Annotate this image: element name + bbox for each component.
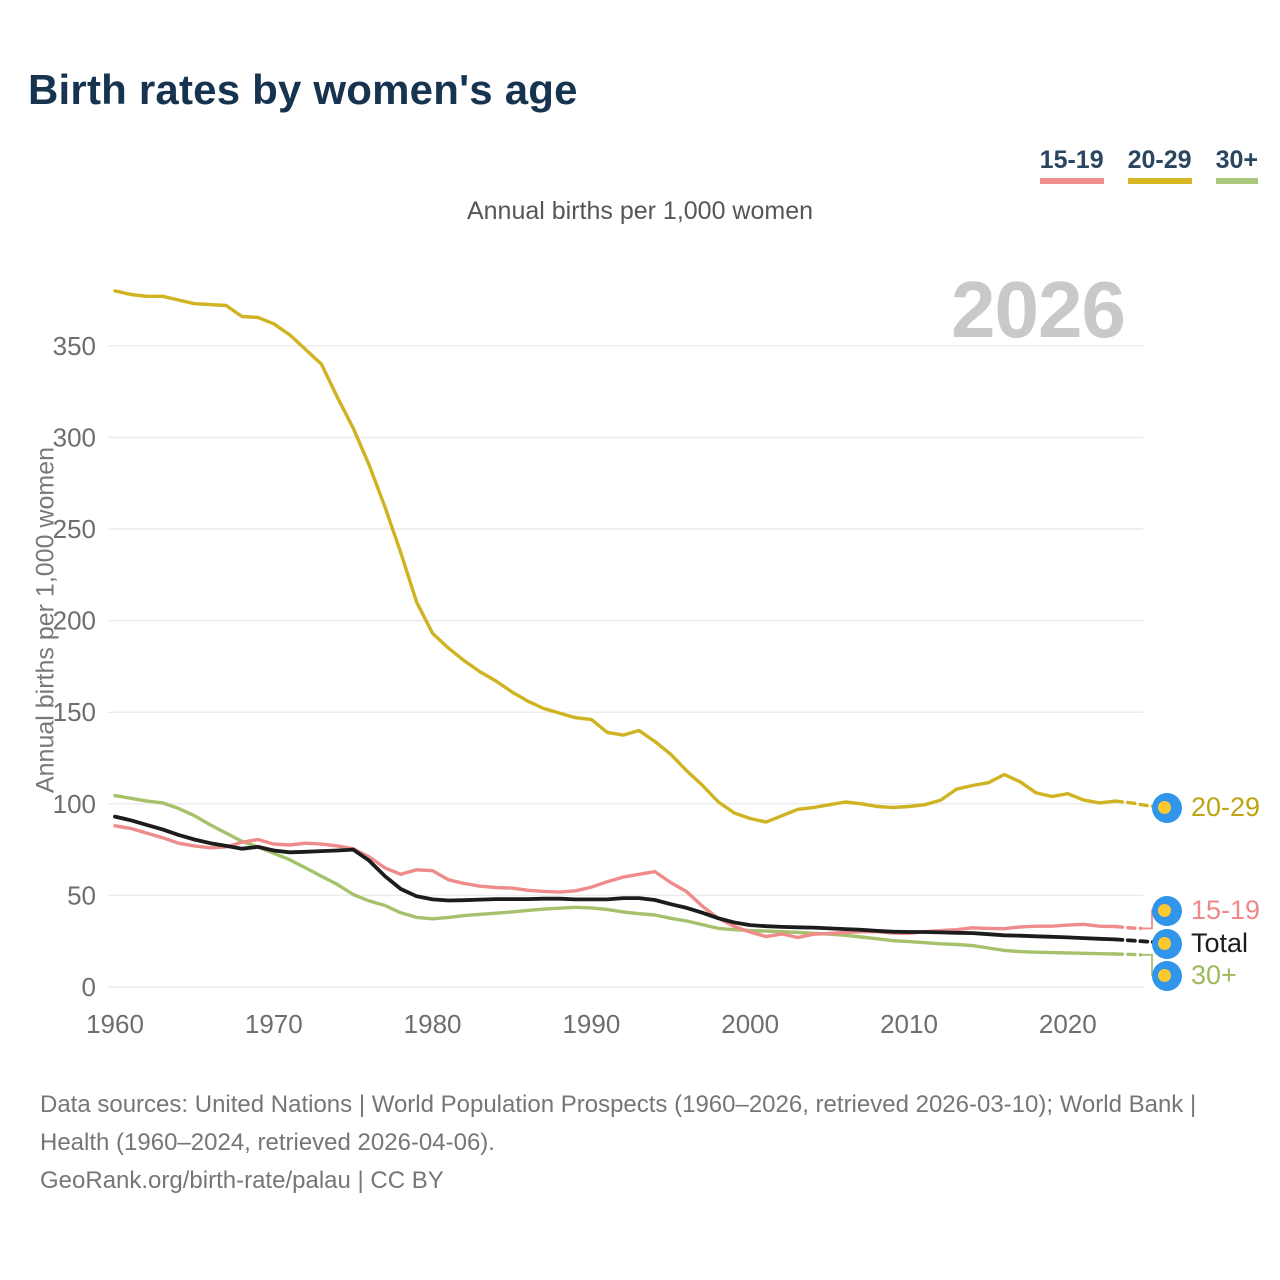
data-sources-text: Data sources: United Nations | World Pop… — [40, 1091, 1197, 1156]
attribution-link[interactable]: GeoRank.org/birth-rate/palau | CC BY — [40, 1167, 444, 1194]
series-lines — [113, 289, 1165, 976]
x-tick-label: 2010 — [880, 1009, 938, 1039]
palau-flag-icon — [1152, 928, 1182, 959]
legend-label: 30+ — [1215, 146, 1258, 174]
x-tick-label: 2000 — [721, 1009, 779, 1039]
unit-label: Annual births per 1,000 women — [466, 197, 814, 225]
y-tick-label: 200 — [53, 606, 96, 636]
y-tick-label: 250 — [53, 514, 96, 544]
footer: Data sources: United Nations | World Pop… — [40, 1086, 1230, 1200]
flag-moon-icon — [1158, 937, 1171, 950]
legend-color-bar — [1127, 178, 1192, 184]
x-tick-label: 1980 — [404, 1009, 462, 1039]
palau-flag-icon — [1152, 792, 1182, 823]
y-tick-label: 150 — [53, 697, 96, 727]
legend-item-30plus[interactable]: 30+ — [1215, 146, 1258, 184]
series-line-20-29 — [113, 289, 1118, 824]
series-end-label-text: 30+ — [1191, 960, 1237, 990]
legend-label: 20-29 — [1127, 146, 1192, 174]
x-tick-label: 2020 — [1039, 1009, 1097, 1039]
legend-color-bar — [1039, 178, 1104, 184]
x-tick-label: 1970 — [245, 1009, 303, 1039]
legend: 15-19 20-29 30+ — [1039, 146, 1258, 184]
y-tick-label: 0 — [82, 972, 96, 1002]
series-line-30+ — [113, 793, 1118, 956]
series-end-label-20-29: 20-29 — [1152, 792, 1260, 823]
y-tick-label: 50 — [67, 880, 96, 910]
legend-item-20-29[interactable]: 20-29 — [1127, 146, 1192, 184]
series-line-Total — [113, 814, 1118, 942]
y-tick-labels: 0 50 100 150 200 250 300 350 — [53, 331, 96, 1002]
x-tick-label: 1960 — [86, 1009, 144, 1039]
series-end-label-15-19: 15-19 — [1152, 895, 1260, 926]
legend-label: 15-19 — [1039, 146, 1104, 174]
series-end-label-text: Total — [1191, 928, 1249, 958]
x-tick-label: 1990 — [562, 1009, 620, 1039]
legend-color-bar — [1215, 178, 1258, 184]
year-watermark: 2026 — [951, 265, 1126, 354]
flag-moon-icon — [1158, 801, 1171, 814]
y-tick-label: 100 — [53, 789, 96, 819]
series-end-label-30plus: 30+ — [1152, 960, 1237, 991]
gridlines — [108, 345, 1143, 988]
series-line-15-19 — [113, 824, 1118, 940]
palau-flag-icon — [1152, 960, 1182, 991]
page-title: Birth rates by women's age — [28, 66, 578, 113]
series-end-label-text: 15-19 — [1191, 895, 1261, 925]
flag-moon-icon — [1158, 904, 1171, 917]
y-tick-label: 300 — [53, 422, 96, 452]
flag-moon-icon — [1158, 969, 1171, 982]
series-end-label-text: 20-29 — [1191, 792, 1261, 822]
palau-flag-icon — [1152, 895, 1182, 926]
y-tick-label: 350 — [53, 331, 96, 361]
series-line-projection-30+ — [1113, 952, 1143, 957]
legend-item-15-19[interactable]: 15-19 — [1039, 146, 1104, 184]
series-end-label-total: Total — [1152, 928, 1248, 959]
series-line-projection-15-19 — [1113, 924, 1143, 931]
x-tick-labels: 1960 1970 1980 1990 2000 2010 2020 — [86, 1009, 1097, 1039]
